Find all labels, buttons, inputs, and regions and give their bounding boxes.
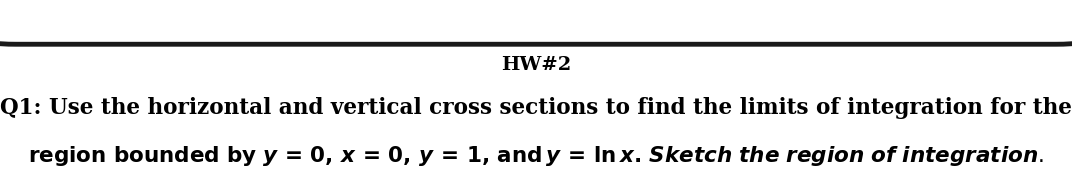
FancyBboxPatch shape [0, 0, 1072, 44]
Text: HW#2: HW#2 [501, 56, 571, 74]
Text: $\mathbf{region\ bounded\ by\ }$$\boldsymbol{y}$$\mathbf{\,=\,0,\,}$$\boldsymbol: $\mathbf{region\ bounded\ by\ }$$\boldsy… [28, 144, 1044, 168]
Text: Q1: Use the horizontal and vertical cross sections to find the limits of integra: Q1: Use the horizontal and vertical cros… [0, 97, 1072, 119]
